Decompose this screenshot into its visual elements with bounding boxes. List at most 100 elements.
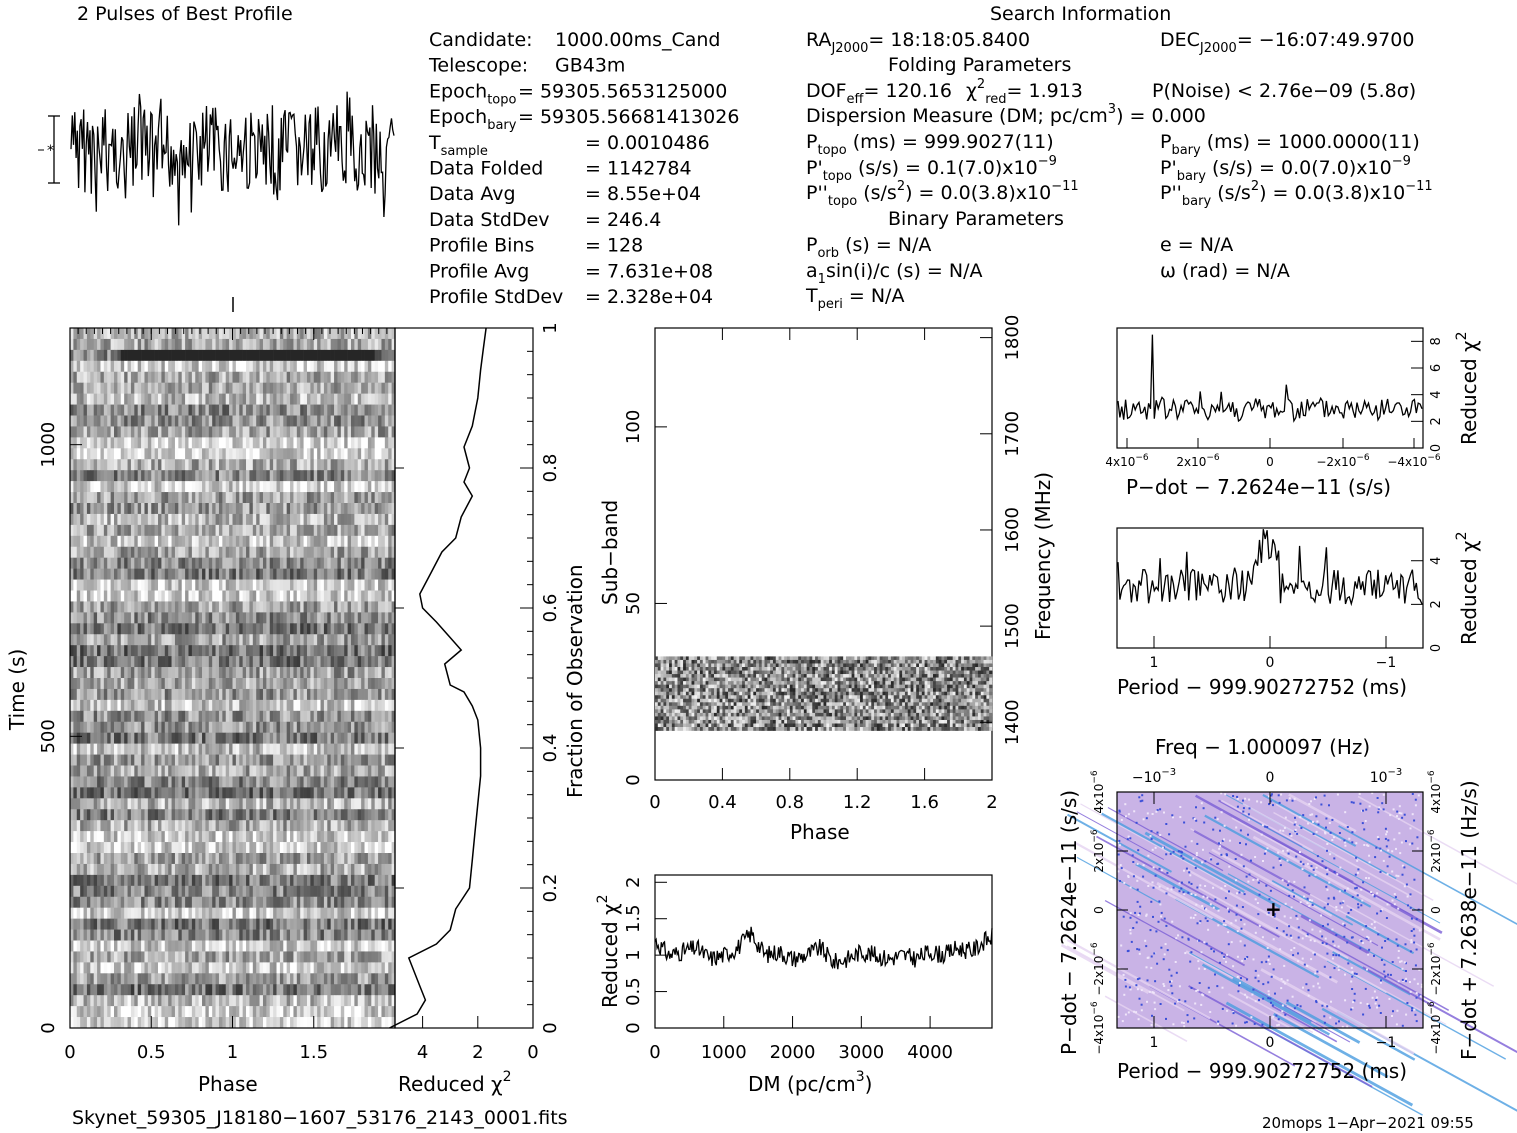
pdot-xtick: −2x10−6 — [1316, 453, 1370, 469]
fraction-ylabel: Fraction of Observation — [563, 564, 587, 798]
freq-toplabel: Freq − 1.000097 (Hz) — [1155, 735, 1370, 759]
pdot-ylabel: Reduced χ — [1457, 340, 1481, 445]
time-phase-xlabel: Phase — [198, 1072, 258, 1096]
period-ytick: 0 — [1429, 644, 1444, 652]
svg-text:e = N/A: e = N/A — [1160, 234, 1233, 256]
fdot-ytick: −2x10−6 — [1427, 942, 1443, 996]
chi2-fraction-panel: 4 2 000.20.40.60.81 Reduced χ2 Fraction of… — [389, 322, 587, 1096]
chi2-period-trace — [1117, 529, 1423, 607]
ppdot-ytick: −2x10−6 — [1090, 942, 1106, 996]
ra-key: RA — [806, 29, 831, 51]
errorbar-marker: * — [47, 143, 54, 159]
pdot-ytick: 8 — [1429, 337, 1444, 345]
dm-xlabel: DM (pc/cm — [748, 1072, 856, 1096]
ppdot-xtick: 0 — [1266, 1035, 1275, 1051]
time-phase-xtick: 1 — [227, 1042, 238, 1063]
info-key: Tsample — [428, 132, 488, 159]
svg-text:P'bary (s/s) = 0.0(7.0)x10−9: P'bary (s/s) = 0.0(7.0)x10−9 — [1160, 154, 1411, 184]
fraction-ytick: 1 — [540, 322, 561, 333]
subband-xtick: 0.4 — [708, 792, 737, 813]
info-key: Epochtopo — [429, 80, 516, 107]
info-key: Data Folded — [429, 158, 543, 180]
chi2-pdot-trace — [1117, 334, 1423, 423]
time-phase-ytick: 0 — [38, 1022, 59, 1033]
pdot-xtick: 2x10−6 — [1176, 453, 1220, 469]
subband-xtick: 2 — [986, 792, 997, 813]
svg-text:P''topo (s/s2) = 0.0(3.8)x10−1: P''topo (s/s2) = 0.0(3.8)x10−11 — [806, 179, 1079, 209]
svg-text:P''bary (s/s2) = 0.0(3.8)x10−1: P''bary (s/s2) = 0.0(3.8)x10−11 — [1160, 179, 1433, 209]
info-column-1: Candidate: 1000.00ms_Cand Telescope: GB43m E… — [428, 29, 739, 308]
search-info-title: Search Information — [990, 3, 1171, 25]
fraction-ytick: 0.2 — [540, 874, 561, 903]
info-value: = 59305.5653125000 — [518, 80, 727, 102]
info-value: = 2.328e+04 — [585, 286, 713, 308]
chi2-fraction-xtick: 2 — [472, 1042, 483, 1063]
fraction-ytick: 0.4 — [540, 734, 561, 763]
fdot-ylabel: F−dot + 7.2638e−11 (Hz/s) — [1457, 780, 1481, 1060]
footer-filename: Skynet_59305_J18180−1607_53176_2143_0001… — [72, 1107, 568, 1129]
info-value: = 8.55e+04 — [585, 183, 701, 205]
svg-text:Pbary (ms) = 1000.0000(11): Pbary (ms) = 1000.0000(11) — [1160, 131, 1420, 158]
profile-title: 2 Pulses of Best Profile — [77, 3, 293, 25]
fdot-ytick: 4x10−6 — [1427, 770, 1443, 814]
frequency-ytick: 1500 — [1002, 603, 1023, 649]
dm-ytick: 0.5 — [623, 977, 644, 1006]
info-key: Profile StdDev — [429, 286, 563, 308]
svg-text:DECJ2000= −16:07:49.9700: DECJ2000= −16:07:49.9700 — [1160, 29, 1414, 56]
period-ytick: 2 — [1429, 600, 1444, 608]
subband-xlabel: Phase — [790, 820, 850, 844]
chi2-dm-trace — [654, 926, 993, 970]
time-phase-ytick: 1000 — [38, 422, 59, 468]
pdot-xtick: 4x10−6 — [1105, 453, 1149, 469]
svg-text:Ptopo (ms) = 999.9027(11): Ptopo (ms) = 999.9027(11) — [806, 131, 1054, 158]
time-phase-xtick: 1.5 — [299, 1042, 328, 1063]
profile-plot: * — [38, 91, 395, 312]
ppdot-ytick: 4x10−6 — [1090, 770, 1106, 814]
chi2-fraction-trace — [389, 327, 487, 1029]
info-value: GB43m — [555, 55, 625, 77]
frequency-ylabel: Frequency (MHz) — [1031, 472, 1055, 640]
chi2-fraction-xlabel: Reduced χ — [398, 1072, 503, 1096]
pdot-xtick: −4x10−6 — [1387, 453, 1441, 469]
svg-text:ω (rad) = N/A: ω (rad) = N/A — [1160, 260, 1290, 282]
dm-ytick: 1 — [623, 949, 644, 960]
info-key: Telescope: — [428, 55, 528, 77]
ppdot-panel: Freq − 1.000097 (Hz) + 1 0 −1 −10−3 0 10−3 −4x… — [1057, 735, 1517, 1116]
best-marker: + — [1265, 897, 1282, 921]
pdot-xtick: 0 — [1266, 455, 1274, 469]
fraction-ytick: 0 — [540, 1022, 561, 1033]
ppdot-xtick: 1 — [1150, 1035, 1159, 1051]
svg-text:Porb (s) = N/A: Porb (s) = N/A — [806, 234, 931, 261]
subband-ylabel: Sub−band — [598, 500, 622, 605]
pdot-xlabel: P−dot − 7.2624e−11 (s/s) — [1126, 475, 1391, 499]
frequency-ytick: 1600 — [1002, 507, 1023, 553]
freq-toptick: −10−3 — [1132, 767, 1176, 786]
info-key: Profile Avg — [429, 260, 529, 282]
dm-xtick: 2000 — [770, 1042, 816, 1063]
dm-xtick: 0 — [649, 1042, 660, 1063]
period-xtick: 1 — [1150, 655, 1159, 671]
folding-title: Folding Parameters — [888, 54, 1071, 76]
info-value: = 59305.56681413026 — [518, 106, 739, 128]
ppdot-xlabel: Period − 999.90272752 (ms) — [1117, 1059, 1407, 1083]
subband-xtick: 1.6 — [910, 792, 939, 813]
dm-ytick: 1.5 — [623, 904, 644, 933]
dm-xtick: 1000 — [701, 1042, 747, 1063]
ppdot-heatmap — [1060, 792, 1517, 1116]
chi2-period-panel: 1 0 −1 0 2 4 Period − 999.90272752 (ms) Reduc… — [1116, 527, 1481, 699]
info-key: Epochbary — [429, 106, 517, 133]
time-phase-ylabel: Time (s) — [5, 649, 29, 731]
subband-xtick: 0 — [649, 792, 660, 813]
info-column-2: RAJ2000= 18:18:05.8400 DECJ2000= −16:07:… — [805, 29, 1433, 312]
time-phase-panel: 0 0.5 1 1.5 0 500 1000 Phase Time (s) — [5, 327, 396, 1096]
pdot-ytick: 4 — [1429, 391, 1444, 399]
period-ylabel: Reduced χ — [1457, 540, 1481, 645]
period-ytick: 4 — [1429, 557, 1444, 565]
subband-heatmap — [655, 656, 993, 731]
subband-ytick: 50 — [623, 592, 644, 615]
svg-text:a1sin(i)/c (s) = N/A: a1sin(i)/c (s) = N/A — [806, 260, 982, 287]
period-xtick: −1 — [1376, 655, 1397, 671]
time-phase-xtick: 0.5 — [137, 1042, 166, 1063]
